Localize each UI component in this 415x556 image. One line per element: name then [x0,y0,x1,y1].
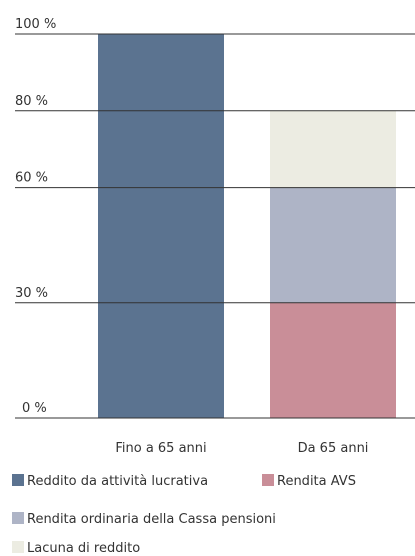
legend-swatch [262,474,274,486]
x-tick-label: Da 65 anni [298,441,369,456]
x-tick-label: Fino a 65 anni [115,441,206,456]
y-tick-label: 60 % [15,171,48,186]
legend-swatch [12,541,24,553]
bar-segment [270,187,396,303]
bar-segment [270,302,396,418]
y-tick-label: 100 % [15,17,56,32]
legend-swatch [12,474,24,486]
legend-label: Lacuna di reddito [27,541,140,556]
legend-label: Reddito da attività lucrativa [27,474,208,489]
y-tick-label: 0 % [22,401,47,416]
y-tick-label: 80 % [15,94,48,109]
legend-swatch [12,512,24,524]
bar-segment [98,34,224,418]
y-tick-label: 30 % [15,286,48,301]
legend-label: Rendita ordinaria della Cassa pensioni [27,512,276,527]
bar-segment [270,110,396,188]
legend-label: Rendita AVS [277,474,356,489]
